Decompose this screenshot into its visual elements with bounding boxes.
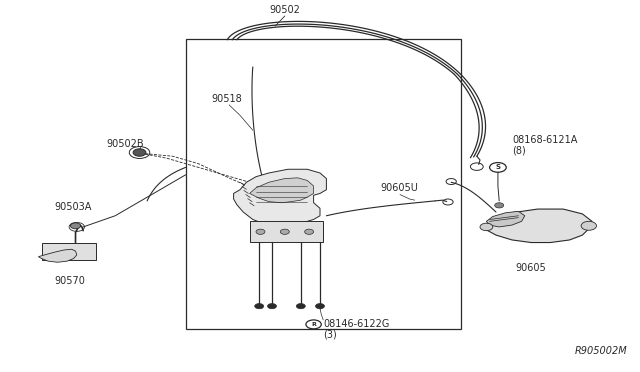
Text: (3): (3) <box>323 329 337 339</box>
Text: 90518: 90518 <box>212 94 243 104</box>
Circle shape <box>280 229 289 234</box>
Polygon shape <box>234 169 326 225</box>
Circle shape <box>268 304 276 309</box>
Polygon shape <box>486 211 525 227</box>
Text: 90570: 90570 <box>54 276 85 286</box>
Text: 90503A: 90503A <box>54 202 92 212</box>
Text: S: S <box>495 164 500 170</box>
Polygon shape <box>483 209 592 243</box>
Circle shape <box>316 304 324 309</box>
Text: 90605: 90605 <box>516 263 547 273</box>
Bar <box>42 243 96 260</box>
Polygon shape <box>250 178 314 203</box>
Text: 90502B: 90502B <box>106 139 143 149</box>
Text: 90605U: 90605U <box>381 183 419 193</box>
Circle shape <box>133 149 146 156</box>
Circle shape <box>480 223 493 231</box>
Text: 90502: 90502 <box>269 5 300 15</box>
Circle shape <box>296 304 305 309</box>
Circle shape <box>581 221 596 230</box>
Circle shape <box>256 229 265 234</box>
Bar <box>186 39 461 329</box>
Circle shape <box>255 304 264 309</box>
Text: 08168-6121A: 08168-6121A <box>512 135 577 145</box>
Circle shape <box>495 203 504 208</box>
Text: 08146-6122G: 08146-6122G <box>323 319 390 329</box>
Polygon shape <box>38 249 77 262</box>
Text: (8): (8) <box>512 145 525 155</box>
Bar <box>250 221 323 242</box>
Circle shape <box>305 229 314 234</box>
Circle shape <box>70 223 81 229</box>
Text: R905002M: R905002M <box>575 346 627 356</box>
Text: R: R <box>311 322 316 327</box>
